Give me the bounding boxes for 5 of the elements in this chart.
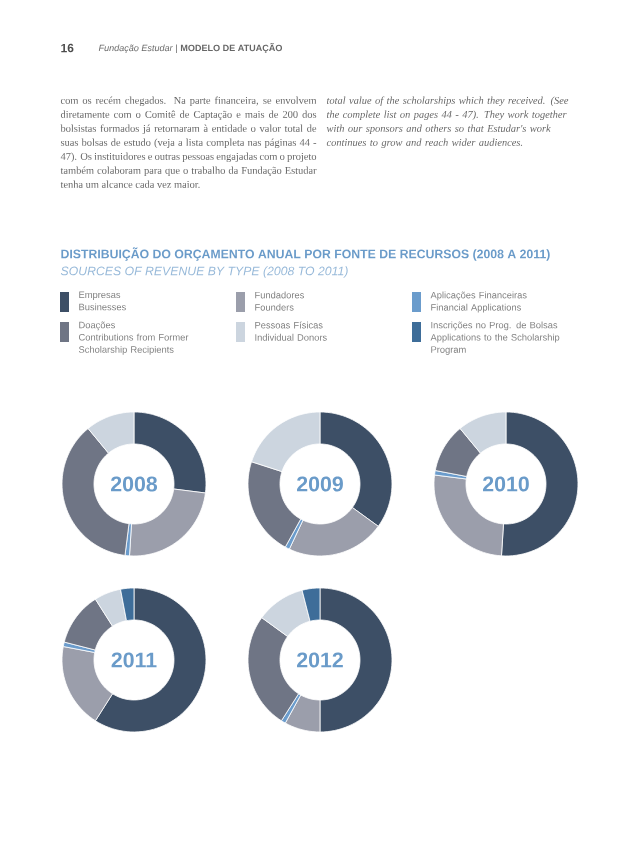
text: 2012 (297, 652, 343, 668)
text: 2008 (111, 476, 158, 492)
text: 2011 (111, 652, 157, 668)
text: 2010 (483, 476, 529, 492)
text: 2009 (297, 476, 343, 492)
